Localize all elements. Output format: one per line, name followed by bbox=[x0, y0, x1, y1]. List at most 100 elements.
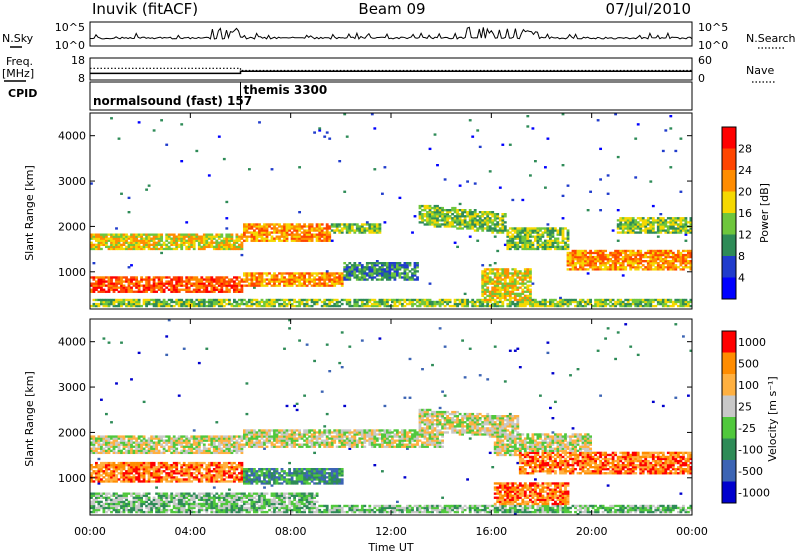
heatmap-cell bbox=[310, 233, 314, 236]
heatmap-cell bbox=[308, 225, 312, 228]
heatmap-cell bbox=[418, 204, 422, 208]
heatmap-cell bbox=[172, 466, 176, 469]
heatmap-cell bbox=[135, 441, 139, 444]
heatmap-cell bbox=[566, 184, 570, 187]
heatmap-cell bbox=[671, 231, 675, 234]
heatmap-cell bbox=[167, 288, 171, 291]
heatmap-cell bbox=[629, 304, 633, 308]
heatmap-cell bbox=[243, 239, 246, 242]
heatmap-cell bbox=[666, 260, 670, 263]
heatmap-cell bbox=[180, 241, 184, 244]
heatmap-cell bbox=[305, 225, 309, 228]
heatmap-cell bbox=[225, 237, 229, 240]
heatmap-cell bbox=[423, 304, 427, 308]
heatmap-cell bbox=[245, 276, 249, 279]
heatmap-cell bbox=[260, 274, 264, 277]
heatmap-cell bbox=[468, 217, 472, 220]
heatmap-cell bbox=[110, 500, 113, 504]
heatmap-cell bbox=[243, 227, 246, 230]
heatmap-cell bbox=[165, 472, 169, 475]
heatmap-cell bbox=[115, 510, 118, 514]
heatmap-cell bbox=[225, 241, 229, 244]
heatmap-cell bbox=[117, 447, 121, 450]
heatmap-cell bbox=[666, 249, 670, 253]
heatmap-cell bbox=[182, 498, 186, 502]
heatmap-cell bbox=[120, 443, 123, 446]
heatmap-cell bbox=[165, 504, 169, 508]
heatmap-cell bbox=[654, 262, 658, 265]
heatmap-cell bbox=[172, 502, 176, 506]
heatmap-cell bbox=[333, 229, 337, 232]
heatmap-cell bbox=[498, 296, 502, 300]
heatmap-cell bbox=[97, 496, 101, 499]
heatmap-cell bbox=[95, 447, 98, 450]
heatmap-cell bbox=[604, 262, 608, 265]
heatmap-cell bbox=[195, 470, 199, 473]
heatmap-cell bbox=[273, 223, 276, 226]
heatmap-cell bbox=[260, 300, 264, 304]
heatmap-cell bbox=[526, 274, 530, 277]
heatmap-cell bbox=[107, 504, 111, 508]
heatmap-cell bbox=[180, 478, 184, 481]
heatmap-cell bbox=[165, 239, 169, 242]
heatmap-cell bbox=[273, 274, 276, 277]
heatmap-cell bbox=[275, 278, 279, 281]
heatmap-cell bbox=[323, 280, 327, 283]
heatmap-cell bbox=[298, 280, 302, 283]
heatmap-cell bbox=[150, 508, 154, 512]
heatmap-cell bbox=[167, 441, 171, 444]
heatmap-cell bbox=[130, 290, 133, 293]
heatmap-cell bbox=[521, 227, 525, 230]
heatmap-cell bbox=[441, 215, 445, 218]
heatmap-cell bbox=[152, 468, 156, 471]
heatmap-cell bbox=[446, 211, 450, 214]
heatmap-cell bbox=[386, 304, 389, 308]
heatmap-cell bbox=[100, 237, 103, 240]
heatmap-cell bbox=[233, 245, 236, 249]
heatmap-cell bbox=[684, 302, 688, 306]
heatmap-cell bbox=[215, 276, 219, 279]
heatmap-cell bbox=[187, 288, 191, 291]
freq-nave-series bbox=[90, 67, 692, 75]
heatmap-cell bbox=[518, 292, 522, 296]
heatmap-cell bbox=[152, 496, 156, 499]
heatmap-cell bbox=[117, 504, 121, 508]
heatmap-cell bbox=[190, 435, 194, 438]
heatmap-cell bbox=[233, 243, 236, 247]
heatmap-cell bbox=[115, 288, 118, 291]
heatmap-cell bbox=[391, 272, 394, 275]
heatmap-cell bbox=[586, 262, 590, 265]
heatmap-cell bbox=[155, 290, 159, 293]
heatmap-cell bbox=[190, 237, 194, 240]
heatmap-cell bbox=[330, 284, 334, 287]
heatmap-cell bbox=[536, 300, 540, 304]
heatmap-cell bbox=[338, 276, 342, 279]
heatmap-cell bbox=[353, 298, 357, 302]
heatmap-cell bbox=[682, 255, 685, 259]
heatmap-cell bbox=[313, 278, 317, 281]
heatmap-cell bbox=[217, 233, 221, 236]
heatmap-cell bbox=[488, 298, 492, 302]
heatmap-cell bbox=[559, 241, 562, 244]
heatmap-cell bbox=[348, 231, 352, 234]
heatmap-cell bbox=[506, 290, 510, 293]
heatmap-cell bbox=[120, 245, 123, 249]
heatmap-cell bbox=[160, 504, 164, 508]
heatmap-cell bbox=[308, 298, 312, 302]
heatmap-cell bbox=[255, 284, 259, 287]
heatmap-cell bbox=[107, 496, 111, 499]
heatmap-cell bbox=[115, 227, 118, 230]
heatmap-cell bbox=[177, 280, 181, 283]
heatmap-cell bbox=[631, 266, 635, 269]
heatmap-cell bbox=[308, 223, 312, 226]
heatmap-cell bbox=[177, 504, 181, 508]
heatmap-cell bbox=[205, 245, 209, 249]
heatmap-cell bbox=[145, 451, 149, 455]
heatmap-cell bbox=[90, 288, 93, 291]
heatmap-cell bbox=[140, 504, 144, 508]
heatmap-cell bbox=[238, 304, 241, 308]
heatmap-cell bbox=[689, 266, 693, 269]
heatmap-cell bbox=[539, 302, 542, 306]
heatmap-cell bbox=[217, 300, 221, 304]
heatmap-cell bbox=[92, 472, 96, 475]
